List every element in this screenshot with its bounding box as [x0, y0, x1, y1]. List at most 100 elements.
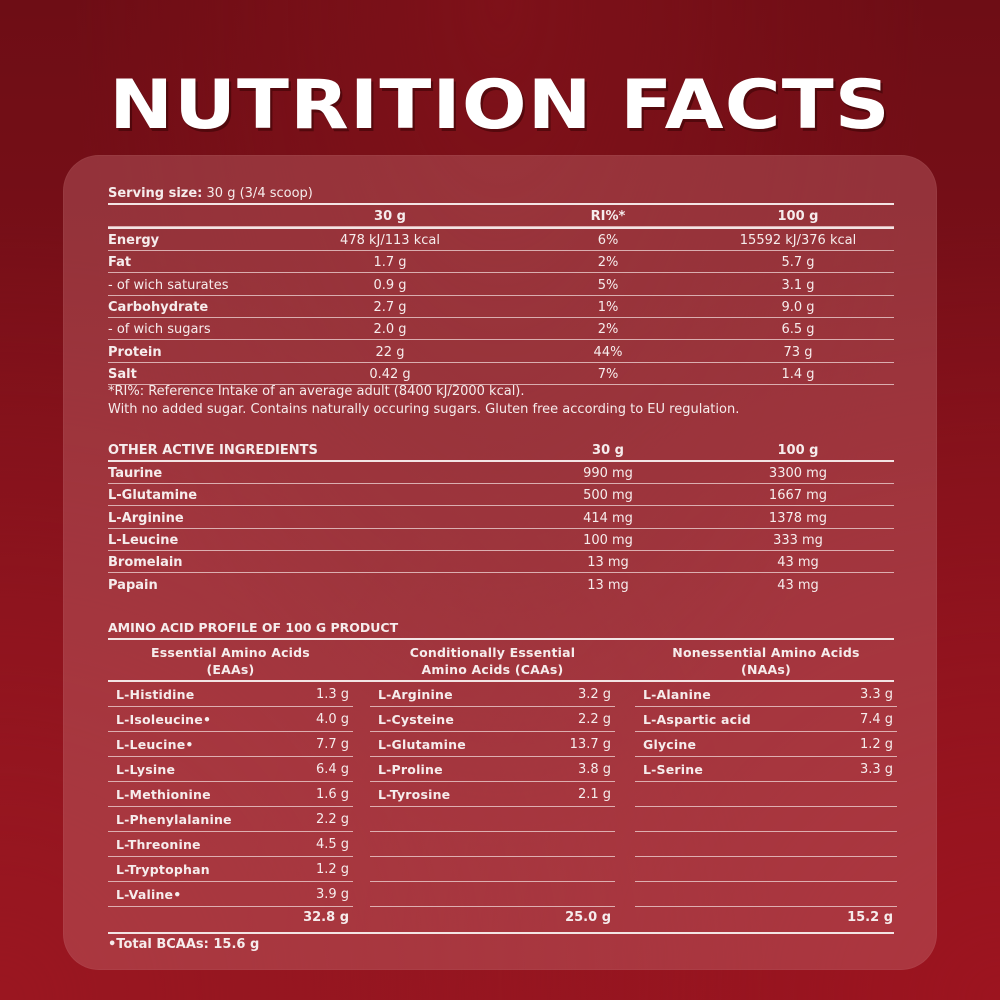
per-30g-value: 0.9 g	[373, 277, 407, 293]
amino-heading: AMINO ACID PROFILE OF 100 G PRODUCT	[108, 620, 399, 635]
col-header-30g: 30 g	[592, 443, 624, 458]
per-30g-value: 13 mg	[587, 577, 629, 593]
ingredient-row: L-Leucine 100 mg 333 mg	[108, 529, 894, 551]
amino-acid-name: L-Leucine•	[116, 737, 194, 752]
ingredient-name: Taurine	[108, 466, 163, 481]
col-header-100g: 100 g	[777, 443, 819, 458]
amino-acid-value: 7.7 g	[315, 737, 349, 752]
caa-title: Conditionally Essential	[409, 645, 576, 660]
per-30g-value: 478 kJ/113 kcal	[340, 233, 440, 248]
ri-value: 7%	[597, 366, 619, 382]
amino-acid-name: L-Phenylalanine	[116, 812, 232, 827]
ingredient-name: L-Glutamine	[108, 488, 198, 504]
column-total: 32.8 g	[303, 910, 349, 925]
amino-acid-row: L-Glutamine 13.7 g	[370, 732, 615, 757]
amino-acid-name: L-Serine	[643, 762, 704, 777]
eaa-abbrev: (EAAs)	[206, 662, 255, 677]
nutrition-row: Protein 22 g 44% 73 g	[108, 341, 894, 363]
empty-row	[370, 807, 615, 832]
divider	[108, 227, 894, 229]
ri-value: 5%	[597, 277, 619, 293]
per-30g-value: 2.0 g	[373, 322, 407, 338]
amino-acid-name: L-Aspartic acid	[643, 712, 751, 727]
amino-acid-value: 3.8 g	[577, 762, 611, 777]
divider	[108, 203, 894, 205]
caa-header: Conditionally Essential Amino Acids (CAA…	[370, 644, 615, 678]
serving-size-label: Serving size:	[108, 186, 203, 201]
amino-acid-value: 3.3 g	[859, 762, 893, 777]
nutrient-name: Salt	[108, 366, 137, 382]
amino-acid-value: 3.3 g	[859, 687, 893, 702]
serving-size: Serving size: 30 g (3/4 scoop)	[108, 187, 313, 200]
amino-acid-name: Glycine	[643, 737, 697, 752]
page-title: NUTRITION FACTS	[109, 66, 891, 145]
nutrition-row: Carbohydrate 2.7 g 1% 9.0 g	[108, 296, 894, 318]
per-100g-value: 1667 mg	[768, 488, 828, 504]
nutrient-name: - of wich sugars	[108, 322, 211, 338]
ingredient-name: L-Arginine	[108, 510, 184, 526]
amino-acid-name: L-Isoleucine•	[116, 712, 212, 727]
per-30g-value: 13 mg	[587, 555, 629, 571]
ri-footnote: *RI%: Reference Intake of an average adu…	[108, 384, 525, 399]
ri-value: 2%	[597, 255, 619, 271]
ri-value: 6%	[597, 233, 619, 248]
amino-acid-name: L-Tyrosine	[378, 787, 451, 802]
nutrition-row: - of wich saturates 0.9 g 5% 3.1 g	[108, 274, 894, 296]
amino-acid-value: 2.2 g	[315, 812, 349, 827]
divider	[108, 460, 894, 462]
ingredient-name: L-Leucine	[108, 532, 179, 548]
nutrient-name: Carbohydrate	[108, 299, 209, 315]
amino-acid-name: L-Proline	[378, 762, 443, 777]
empty-row	[370, 832, 615, 857]
amino-acid-name: L-Lysine	[116, 762, 176, 777]
amino-acid-value: 3.2 g	[577, 687, 611, 702]
nutrient-name: - of wich saturates	[108, 277, 229, 293]
nutrition-table: Serving size: 30 g (3/4 scoop) 30 g RI%*…	[108, 185, 894, 425]
divider	[108, 932, 894, 934]
empty-row	[635, 807, 897, 832]
bcaa-total-note: •Total BCAAs: 15.6 g	[108, 937, 260, 952]
col-header-ri: RI%*	[590, 209, 626, 224]
nutrition-row: Energy 478 kJ/113 kcal 6% 15592 kJ/376 kcal	[108, 229, 894, 251]
amino-acid-name: L-Methionine	[116, 787, 211, 802]
per-30g-value: 990 mg	[583, 466, 633, 481]
col-header-30g: 30 g	[374, 209, 406, 224]
ingredient-row: L-Arginine 414 mg 1378 mg	[108, 507, 894, 529]
amino-acid-row: L-Tyrosine 2.1 g	[370, 782, 615, 807]
divider	[108, 638, 894, 640]
empty-row	[370, 857, 615, 882]
per-30g-value: 500 mg	[583, 488, 633, 504]
nutrition-header-row: 30 g RI%* 100 g	[108, 205, 894, 227]
per-30g-value: 1.7 g	[373, 255, 407, 271]
amino-acid-name: L-Arginine	[378, 687, 453, 702]
amino-acid-name: L-Tryptophan	[116, 862, 210, 877]
nutrient-name: Fat	[108, 255, 132, 271]
amino-acid-value: 13.7 g	[569, 737, 611, 752]
amino-acid-row: L-Threonine 4.5 g	[108, 832, 353, 857]
per-30g-value: 22 g	[375, 344, 405, 360]
amino-acid-value: 2.2 g	[577, 712, 611, 727]
per-100g-value: 5.7 g	[781, 255, 815, 271]
per-30g-value: 414 mg	[583, 510, 633, 526]
amino-acid-name: L-Glutamine	[378, 737, 466, 752]
per-100g-value: 73 g	[783, 344, 813, 360]
amino-acid-row: L-Aspartic acid 7.4 g	[635, 707, 897, 732]
amino-acid-value: 1.2 g	[859, 737, 893, 752]
nutrition-row: - of wich sugars 2.0 g 2% 6.5 g	[108, 318, 894, 341]
amino-acid-row: L-Valine• 3.9 g	[108, 882, 353, 907]
sugar-gluten-note: With no added sugar. Contains naturally …	[108, 402, 740, 417]
amino-acid-value: 6.4 g	[315, 762, 349, 777]
amino-acid-value: 7.4 g	[859, 712, 893, 727]
nutrient-name: Protein	[108, 344, 162, 360]
amino-acid-row: L-Cysteine 2.2 g	[370, 707, 615, 732]
amino-acid-row: L-Arginine 3.2 g	[370, 682, 615, 707]
nutrition-panel	[63, 155, 937, 970]
divider	[108, 680, 894, 682]
nutrition-row: Salt 0.42 g 7% 1.4 g	[108, 363, 894, 385]
per-100g-value: 1.4 g	[781, 366, 815, 382]
amino-acid-row: L-Isoleucine• 4.0 g	[108, 707, 353, 732]
empty-row	[635, 832, 897, 857]
per-30g-value: 2.7 g	[373, 299, 407, 315]
ingredient-row: L-Glutamine 500 mg 1667 mg	[108, 484, 894, 507]
per-100g-value: 15592 kJ/376 kcal	[739, 233, 857, 248]
